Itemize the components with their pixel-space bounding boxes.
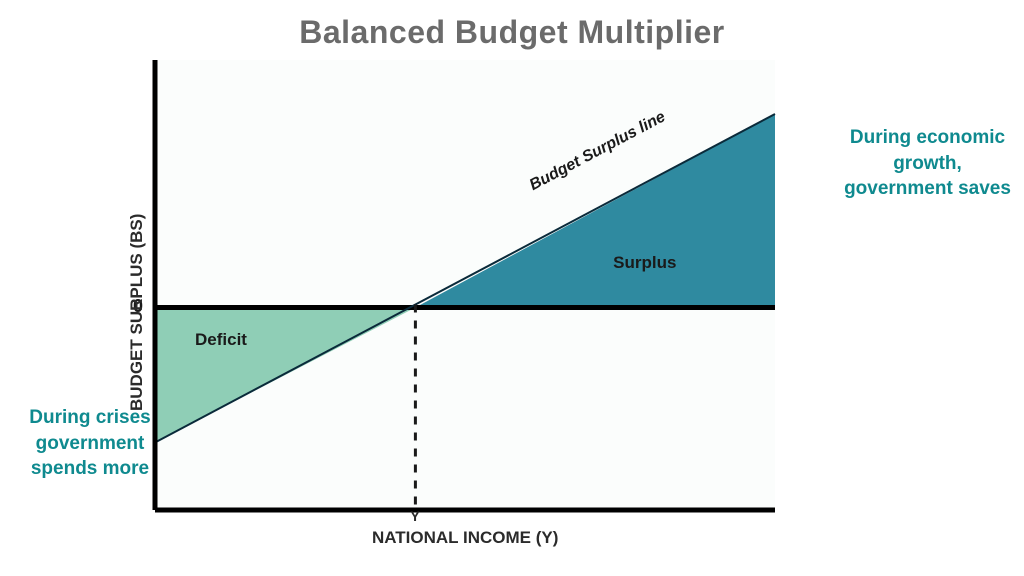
right-annotation: During economic growth, government saves — [840, 125, 1015, 202]
x-axis-label: NATIONAL INCOME (Y) — [372, 528, 558, 548]
y-axis-label: BUDGET SURPLUS (BS) — [127, 214, 147, 411]
chart-container: 0 BUDGET SURPLUS (BS) NATIONAL INCOME (Y… — [0, 0, 1024, 576]
budget-chart — [0, 0, 1024, 576]
left-annotation: During crises government spends more — [10, 405, 170, 482]
y-tick-label: Y — [410, 508, 419, 524]
surplus-label: Surplus — [613, 253, 676, 273]
deficit-label: Deficit — [195, 330, 247, 350]
